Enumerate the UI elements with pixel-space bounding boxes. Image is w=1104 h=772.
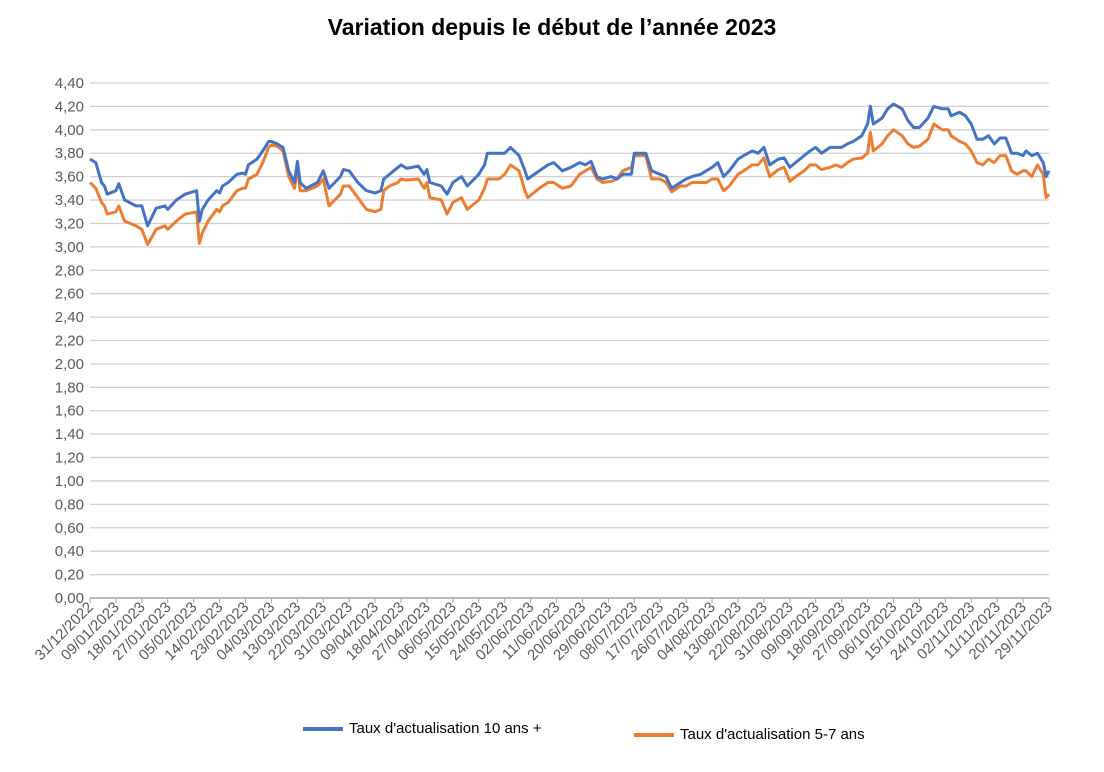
y-tick-label: 0,60 xyxy=(55,520,84,537)
y-tick-label: 3,60 xyxy=(55,169,84,186)
y-tick-label: 4,20 xyxy=(55,98,84,115)
series-lines xyxy=(88,102,1051,246)
y-tick-label: 0,20 xyxy=(55,567,84,584)
y-axis-tick-labels: 0,00 0,20 0,40 0,60 0,80 1,00 1,20 1,40 1,60 1,80… xyxy=(55,75,84,607)
y-tick-label: 2,60 xyxy=(55,286,84,303)
legend-label-5-7-ans: Taux d'actualisation 5-7 ans xyxy=(680,726,865,743)
y-tick-label: 2,40 xyxy=(55,309,84,326)
legend-item-10-ans: Taux d'actualisation 10 ans + xyxy=(303,720,542,737)
legend-swatch-blue xyxy=(303,726,343,731)
series-line-1 xyxy=(88,122,1051,246)
y-tick-label: 2,20 xyxy=(55,333,84,350)
y-tick-label: 3,00 xyxy=(55,239,84,256)
y-tick-label: 1,20 xyxy=(55,450,84,467)
y-tick-label: 0,40 xyxy=(55,543,84,560)
y-tick-label: 2,80 xyxy=(55,262,84,279)
y-tick-label: 1,40 xyxy=(55,426,84,443)
legend-label-10-ans: Taux d'actualisation 10 ans + xyxy=(349,720,542,737)
y-tick-label: 1,80 xyxy=(55,379,84,396)
series-line-0 xyxy=(89,102,1051,228)
y-tick-label: 4,00 xyxy=(55,122,84,139)
y-tick-label: 1,60 xyxy=(55,403,84,420)
y-tick-label: 3,80 xyxy=(55,145,84,162)
y-tick-label: 2,00 xyxy=(55,356,84,373)
x-axis-tick-labels: 31/12/202209/01/202318/01/202327/01/2023… xyxy=(32,599,1056,664)
legend-swatch-orange xyxy=(634,732,674,737)
y-tick-label: 4,40 xyxy=(55,75,84,92)
y-tick-label: 1,00 xyxy=(55,473,84,490)
chart-title: Variation depuis le début de l’année 202… xyxy=(327,14,777,40)
y-tick-label: 0,80 xyxy=(55,496,84,513)
gridlines xyxy=(90,82,1049,599)
x-axis xyxy=(89,597,1050,603)
y-tick-label: 3,20 xyxy=(55,215,84,232)
y-tick-label: 3,40 xyxy=(55,192,84,209)
y-tick-label: 0,00 xyxy=(55,590,84,607)
legend-item-5-7-ans: Taux d'actualisation 5-7 ans xyxy=(634,726,865,743)
